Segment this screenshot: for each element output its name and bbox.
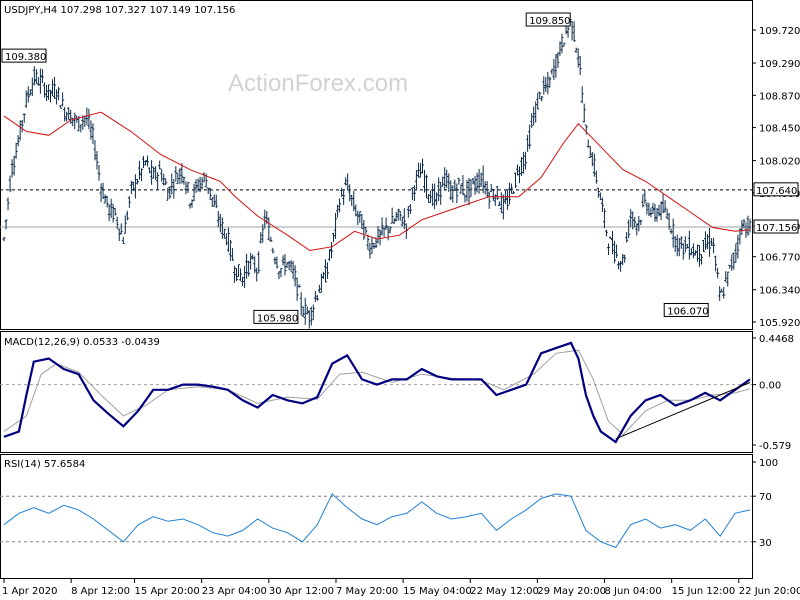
price-annotation-label: 109.850 <box>529 16 570 27</box>
time-tick-label: 29 May 20:00 <box>537 586 606 597</box>
macd-trendline <box>615 382 751 440</box>
time-tick-label: 8 Apr 12:00 <box>71 586 130 597</box>
price-tick-label: 108.020 <box>759 157 800 168</box>
macd-tick-label: 0.00 <box>759 381 781 392</box>
price-axis: 109.720 109.290 108.870 108.450 108.020 107.6… <box>752 26 800 329</box>
rsi-series <box>0 493 752 549</box>
rsi-line <box>3 493 751 549</box>
price-tick-label: 108.870 <box>759 91 800 102</box>
rsi-panel-title: RSI(14) 57.6584 <box>4 459 85 470</box>
macd-tick-label: -0.579 <box>759 441 791 452</box>
time-axis: 1 Apr 2020 8 Apr 12:00 15 Apr 20:00 23 Apr … <box>2 579 800 597</box>
rsi-tick-label: 70 <box>759 492 772 503</box>
price-tick-label: 109.720 <box>759 26 800 37</box>
level-line-label-box <box>753 182 799 197</box>
price-annotation-box <box>525 12 571 27</box>
price-tick-label: 109.290 <box>759 59 800 70</box>
time-tick-label: 1 Apr 2020 <box>2 586 57 597</box>
current-price-label-box <box>753 219 799 234</box>
price-tick-label: 106.340 <box>759 286 800 297</box>
level-line-label: 107.640 <box>756 186 797 197</box>
rsi-tick-label: 100 <box>759 458 778 469</box>
price-annotation-label: 106.070 <box>667 306 708 317</box>
price-annotations: 109.380 105.980 109.850 106.070 <box>1 12 709 324</box>
time-tick-label: 15 May 04:00 <box>403 586 472 597</box>
time-tick-label: 30 Apr 12:00 <box>269 586 334 597</box>
macd-tick-label: 0.4468 <box>759 334 794 345</box>
current-price-label: 107.156 <box>756 223 797 234</box>
macd-panel-frame <box>0 331 753 453</box>
price-tick-label: 106.770 <box>759 253 800 264</box>
macd-axis: 0.4468 0.00 -0.579 <box>752 334 794 452</box>
time-tick-label: 15 Jun 12:00 <box>672 586 736 597</box>
price-annotation-box <box>1 48 47 63</box>
watermark: ActionForex.com <box>228 70 408 97</box>
macd-line <box>3 341 751 444</box>
price-annotation-label: 109.380 <box>5 52 46 63</box>
price-annotation-box <box>663 302 709 317</box>
rsi-panel-frame <box>0 454 753 579</box>
time-tick-label: 23 Apr 04:00 <box>202 586 267 597</box>
rsi-tick-label: 30 <box>759 538 772 549</box>
macd-panel-title: MACD(12,26,9) 0.0533 -0.0439 <box>4 337 160 348</box>
price-series <box>0 18 752 329</box>
price-annotation-box <box>253 309 299 324</box>
rsi-axis: 100 70 30 <box>752 458 778 549</box>
price-panel-frame <box>0 0 753 330</box>
time-tick-label: 22 May 12:00 <box>470 586 539 597</box>
price-panel-title: USDJPY,H4 107.298 107.327 107.149 107.15… <box>4 5 235 16</box>
price-tick-label: 105.920 <box>759 318 800 329</box>
time-tick-label: 7 May 20:00 <box>336 586 398 597</box>
macd-signal-line <box>3 349 751 436</box>
price-tick-label: 108.450 <box>759 124 800 135</box>
macd-series <box>0 341 752 444</box>
time-tick-label: 8 Jun 04:00 <box>605 586 662 597</box>
moving-average-line <box>3 111 751 252</box>
time-tick-label: 22 Jun 20:00 <box>739 586 800 597</box>
price-annotation-label: 105.980 <box>257 313 298 324</box>
time-tick-label: 15 Apr 20:00 <box>135 586 200 597</box>
